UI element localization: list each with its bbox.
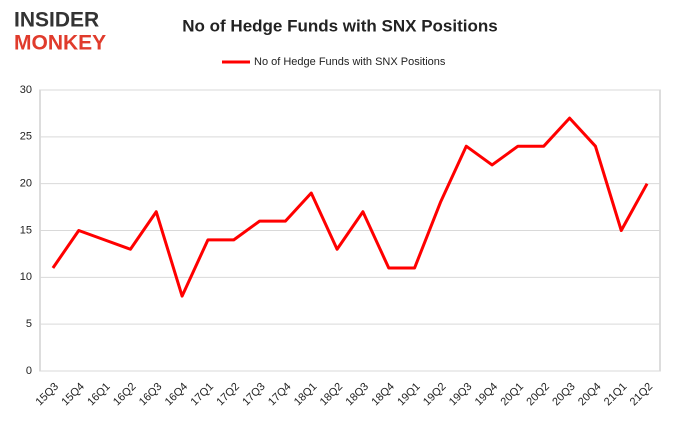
y-tick-label: 30 (20, 84, 32, 96)
x-tick-label: 19Q3 (447, 381, 475, 409)
x-tick-label: 20Q1 (499, 381, 527, 409)
x-tick-label: 16Q3 (137, 381, 165, 409)
x-tick-label: 21Q1 (602, 381, 630, 409)
line (51, 116, 649, 298)
x-tick-label: 20Q2 (524, 381, 552, 409)
chart-title: No of Hedge Funds with SNX Positions (182, 16, 497, 35)
x-tick-label: 18Q1 (292, 381, 320, 409)
x-tick-label: 17Q2 (214, 381, 242, 409)
x-tick-label: 16Q4 (163, 381, 191, 409)
x-tick-label: 16Q1 (85, 381, 113, 409)
x-tick-label: 17Q4 (266, 381, 294, 409)
x-tick-label: 17Q1 (189, 381, 217, 409)
x-tick-label: 18Q3 (344, 381, 372, 409)
x-tick-label: 15Q3 (34, 381, 62, 409)
x-tick-label: 18Q2 (318, 381, 346, 409)
x-tick-label: 21Q2 (628, 381, 656, 409)
x-tick-label: 17Q3 (240, 381, 268, 409)
x-tick-label: 19Q1 (395, 381, 423, 409)
y-tick-label: 15 (20, 224, 32, 236)
legend-label: No of Hedge Funds with SNX Positions (254, 56, 446, 68)
y-tick-label: 25 (20, 131, 32, 143)
y-tick-label: 5 (26, 318, 32, 330)
x-tick-label: 19Q4 (473, 381, 501, 409)
x-tick-label: 19Q2 (421, 381, 449, 409)
x-tick-label: 20Q4 (576, 381, 604, 409)
logo-line1: INSIDER (14, 9, 99, 32)
x-tick-label: 15Q4 (59, 381, 87, 409)
y-tick-label: 20 (20, 178, 32, 190)
x-tick-label: 18Q4 (369, 381, 397, 409)
y-tick-label: 0 (26, 365, 32, 377)
y-tick-label: 10 (20, 271, 32, 283)
x-tick-label: 20Q3 (550, 381, 578, 409)
logo-line2: MONKEY (14, 32, 106, 55)
x-tick-label: 16Q2 (111, 381, 139, 409)
